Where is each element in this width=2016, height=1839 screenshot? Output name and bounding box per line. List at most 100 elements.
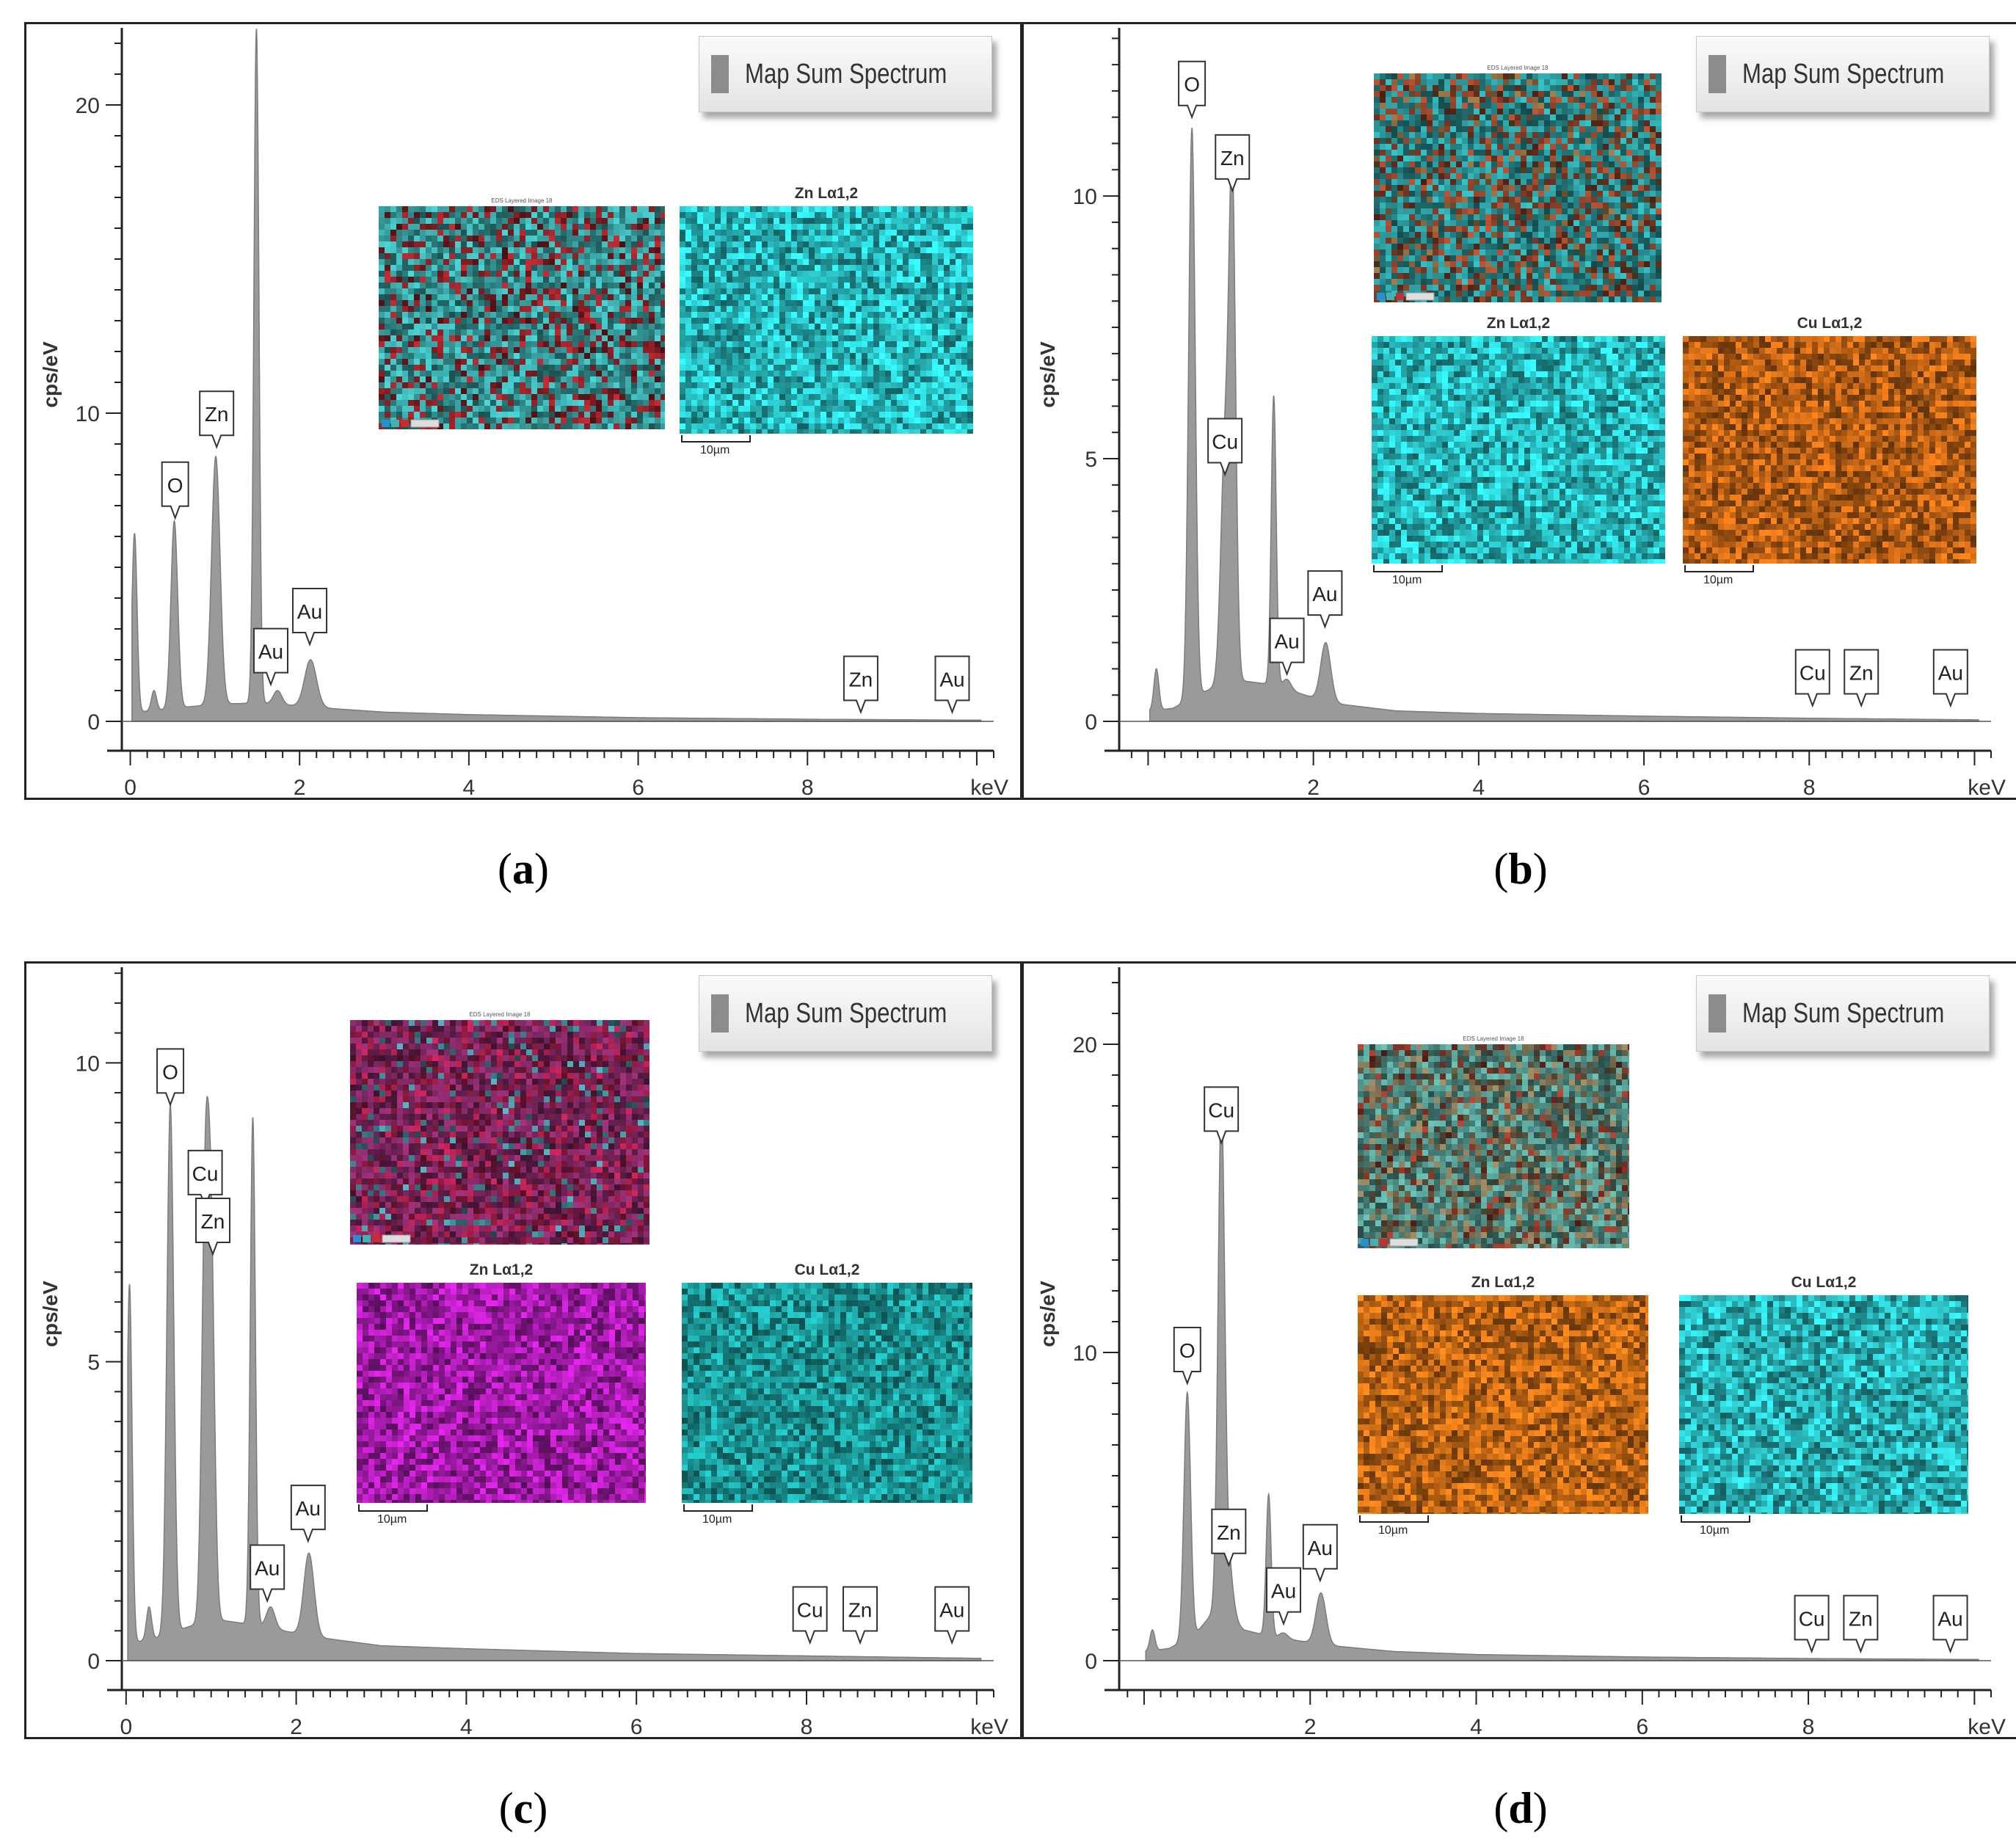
svg-text:Zn: Zn: [1220, 147, 1245, 170]
layered-map-d: EDS Layered Image 18: [1358, 1035, 1634, 1250]
x-tick-label: 6: [1638, 776, 1651, 798]
element-map-image: [379, 206, 666, 429]
x-tick-label: 6: [1636, 1715, 1648, 1737]
caption-d: (d): [1411, 1783, 1631, 1834]
scale-bar: 10µm: [1681, 1515, 1750, 1537]
element-label: Au: [1302, 1523, 1338, 1583]
cu-map-d: Cu Lα1,2 10µm: [1679, 1274, 1973, 1537]
layered-map-b: EDS Layered Image 18: [1374, 65, 1662, 302]
x-tick-label: 8: [801, 1715, 813, 1737]
legend: Map Sum Spectrum: [699, 36, 992, 112]
scale-bar: 10µm: [681, 435, 751, 457]
legend-swatch: [1708, 55, 1727, 93]
x-tick-label: 2: [1304, 1715, 1317, 1737]
y-tick-label: 10: [76, 1052, 100, 1076]
map-title: Zn Lα1,2: [357, 1261, 646, 1279]
map-title: EDS Layered Image 18: [1374, 65, 1662, 71]
x-unit-label: keV: [970, 1715, 1008, 1737]
element-label: Zn: [199, 390, 235, 450]
x-tick-label: 8: [801, 776, 814, 798]
scale-bar: 10µm: [683, 1504, 753, 1526]
element-label: Cu: [1794, 649, 1830, 708]
caption-b: (b): [1411, 844, 1631, 895]
x-tick-label: 8: [1802, 1715, 1815, 1737]
x-tick-label: 2: [1307, 776, 1320, 798]
svg-text:Au: Au: [1938, 662, 1963, 685]
x-tick-label: 4: [463, 776, 476, 798]
element-label: O: [1178, 60, 1207, 120]
legend-swatch: [711, 55, 729, 93]
svg-text:Au: Au: [258, 641, 283, 663]
spectrum-panel-b: 2 4 6 8 keV 0 5 10 cps/eV O Zn Cu Au Au Cu Zn Au Map Sum…: [1022, 22, 2016, 800]
x-tick-label: 4: [1470, 1715, 1482, 1737]
y-axis-label: cps/eV: [39, 1281, 62, 1347]
element-label: Zn: [843, 1586, 878, 1645]
zn-map-c: Zn Lα1,2 10µm: [357, 1261, 650, 1526]
map-title: Cu Lα1,2: [682, 1261, 972, 1279]
element-label: O: [161, 461, 189, 520]
element-map-image: [682, 1283, 975, 1506]
spectrum-panel-d: 2 4 6 8 keV 0 10 20 cps/eV O Cu Zn Au Au Cu Zn Au Map Su…: [1022, 961, 2016, 1739]
element-label: O: [1173, 1327, 1201, 1385]
spectrum-series: [1145, 1101, 1979, 1661]
spectrum-panel-c: 0 2 4 6 8 keV 0 5 10 cps/eV O Cu Zn Au Au Cu Zn Au Map Su…: [24, 961, 1022, 1739]
legend-swatch: [1708, 994, 1727, 1033]
y-tick-label: 0: [1085, 1650, 1097, 1674]
svg-text:Au: Au: [297, 600, 322, 623]
svg-text:Au: Au: [1274, 630, 1299, 653]
element-label: Zn: [1843, 1595, 1879, 1654]
layered-map-a: EDS Layered Image 18: [379, 197, 666, 429]
element-label: Au: [1266, 1567, 1302, 1626]
cu-map-c: Cu Lα1,2 10µm: [682, 1261, 975, 1526]
y-tick-label: 5: [87, 1351, 100, 1375]
element-map-image: [680, 206, 973, 435]
element-label: Au: [1269, 617, 1305, 677]
spectrum-series: [127, 1095, 982, 1661]
x-tick-label: 6: [630, 1715, 643, 1737]
y-axis-label: cps/eV: [1036, 1281, 1059, 1347]
element-map-image: [1358, 1295, 1651, 1518]
element-label: Zn: [195, 1198, 231, 1256]
map-title: Cu Lα1,2: [1679, 1274, 1968, 1292]
y-tick-label: 20: [1073, 1033, 1097, 1057]
element-map-image: [1358, 1044, 1634, 1250]
x-unit-label: keV: [1968, 776, 2006, 798]
legend: Map Sum Spectrum: [699, 975, 992, 1052]
element-map-image: [357, 1283, 650, 1506]
element-map-image: [1683, 336, 1976, 565]
x-unit-label: keV: [970, 776, 1008, 798]
x-tick-label: 8: [1803, 776, 1816, 798]
element-map-image: [1679, 1295, 1973, 1518]
map-title: Zn Lα1,2: [1372, 315, 1665, 332]
element-label: Au: [1932, 649, 1968, 708]
element-label: Cu: [187, 1149, 223, 1209]
spectrum-plot-b: 2 4 6 8 keV 0 5 10 cps/eV O Zn Cu Au Au Cu Zn Au: [1036, 28, 2006, 798]
svg-text:Zn: Zn: [205, 403, 229, 426]
element-label: Au: [1932, 1595, 1968, 1654]
element-label: O: [156, 1048, 185, 1107]
x-tick-label: 2: [294, 776, 306, 798]
svg-text:Zn: Zn: [849, 668, 873, 691]
x-tick-label: 4: [460, 1715, 473, 1737]
svg-text:O: O: [167, 474, 183, 497]
y-tick-label: 0: [1085, 710, 1097, 735]
legend: Map Sum Spectrum: [1696, 975, 1990, 1052]
element-label: Au: [934, 1586, 970, 1645]
caption-c: (c): [413, 1783, 633, 1834]
legend-label: Map Sum Spectrum: [745, 59, 947, 90]
y-tick-label: 10: [1073, 185, 1097, 209]
scale-bar: 10µm: [1359, 1515, 1429, 1537]
scale-bar: 10µm: [1373, 565, 1443, 587]
element-label: Au: [252, 627, 288, 687]
map-title: EDS Layered Image 18: [379, 197, 665, 204]
legend-label: Map Sum Spectrum: [1742, 998, 1944, 1030]
map-title: EDS Layered Image 18: [1358, 1035, 1629, 1042]
legend-label: Map Sum Spectrum: [1742, 59, 1944, 90]
svg-text:Zn: Zn: [1849, 662, 1874, 685]
element-label: Cu: [792, 1586, 828, 1645]
map-title: Cu Lα1,2: [1683, 315, 1976, 332]
zn-map-a: Zn Lα1,2 10µm: [680, 185, 973, 456]
zn-map-b: Zn Lα1,2 10µm: [1372, 315, 1665, 586]
map-title: Zn Lα1,2: [1358, 1274, 1648, 1292]
